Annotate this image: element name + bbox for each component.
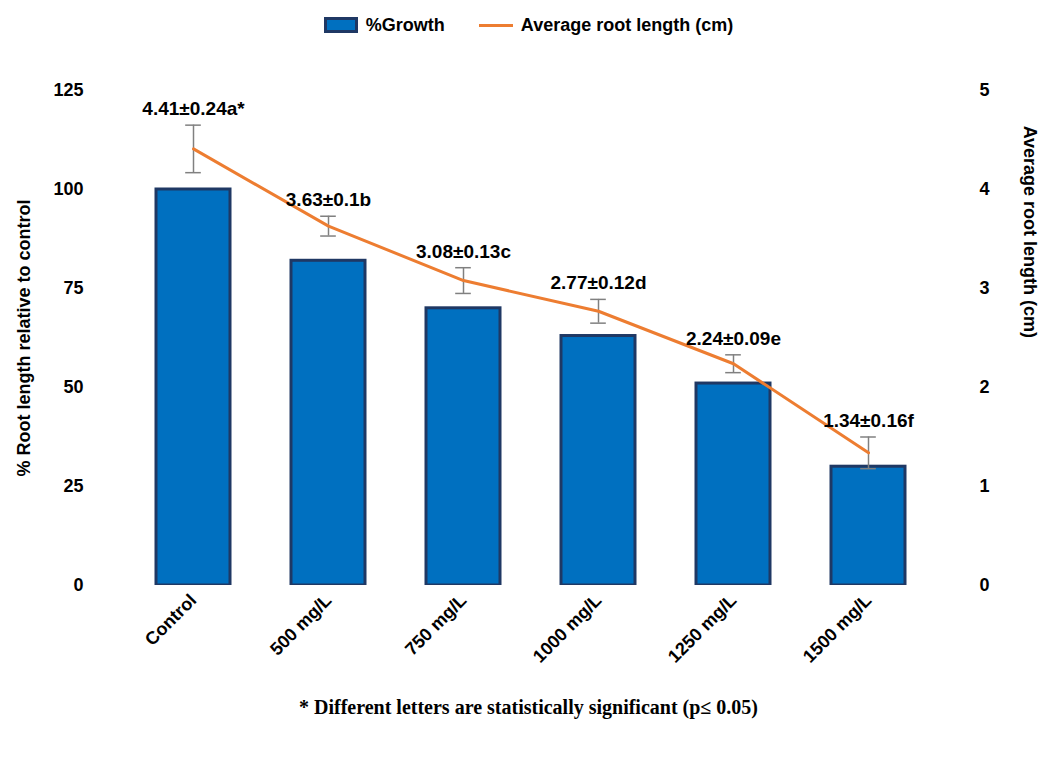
html-text:Average root length (cm): Average root length (cm) xyxy=(520,14,734,35)
svg-text:5: 5 xyxy=(980,80,990,100)
svg-text:4: 4 xyxy=(980,179,990,199)
svg-text:750 mg/L: 750 mg/L xyxy=(401,590,470,659)
svg-text:2.24±0.09e: 2.24±0.09e xyxy=(686,328,781,349)
svg-text:4.41±0.24a*: 4.41±0.24a* xyxy=(142,98,245,119)
svg-text:3.63±0.1b: 3.63±0.1b xyxy=(286,189,371,210)
svg-text:3.08±0.13c: 3.08±0.13c xyxy=(416,241,511,262)
svg-text:75: 75 xyxy=(63,278,83,298)
svg-text:% Root length relative to cont: % Root length relative to control xyxy=(14,199,34,476)
svg-text:100: 100 xyxy=(53,179,83,199)
svg-text:2.77±0.12d: 2.77±0.12d xyxy=(551,272,647,293)
svg-text:25: 25 xyxy=(63,476,83,496)
svg-text:3: 3 xyxy=(980,278,990,298)
svg-text:1250 mg/L: 1250 mg/L xyxy=(664,590,740,666)
svg-text:125: 125 xyxy=(53,80,83,100)
svg-text:0: 0 xyxy=(980,575,990,595)
svg-text:50: 50 xyxy=(63,377,83,397)
svg-text:0: 0 xyxy=(73,575,83,595)
svg-text:2: 2 xyxy=(980,377,990,397)
svg-text:1500 mg/L: 1500 mg/L xyxy=(799,590,875,666)
svg-text:Control: Control xyxy=(141,590,200,649)
svg-text:Average root length (cm): Average root length (cm) xyxy=(1020,126,1040,338)
svg-text:1000 mg/L: 1000 mg/L xyxy=(529,590,605,666)
svg-text:1.34±0.16f: 1.34±0.16f xyxy=(823,410,914,431)
svg-text:1: 1 xyxy=(980,476,990,496)
html-text:* Different letters are statis: * Different letters are statistically si… xyxy=(299,696,758,718)
html-text:%Growth: %Growth xyxy=(365,14,445,35)
svg-text:500 mg/L: 500 mg/L xyxy=(266,590,335,659)
